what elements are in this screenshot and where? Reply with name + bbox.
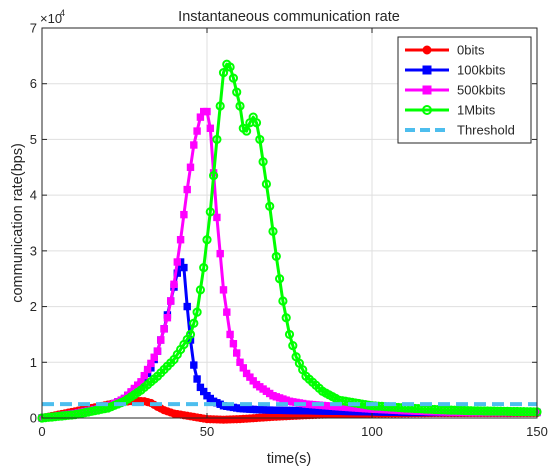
y-tick-label: 3 bbox=[30, 243, 37, 258]
data-point bbox=[229, 340, 238, 348]
data-point bbox=[160, 325, 168, 333]
data-point bbox=[212, 134, 222, 145]
data-point bbox=[199, 262, 209, 273]
data-point bbox=[189, 318, 199, 328]
data-point bbox=[261, 179, 271, 189]
data-point bbox=[216, 249, 224, 258]
x-axis-label: time(s) bbox=[267, 451, 311, 467]
y-tick-label: 0 bbox=[30, 411, 37, 426]
data-point bbox=[202, 235, 212, 245]
y-tick-label: 7 bbox=[30, 21, 37, 36]
data-point bbox=[271, 251, 281, 262]
chart-title: Instantaneous communication rate bbox=[178, 9, 400, 25]
data-point bbox=[167, 297, 175, 305]
data-point bbox=[192, 307, 202, 317]
data-point bbox=[147, 359, 155, 368]
legend-label: 500kbits bbox=[457, 83, 506, 98]
data-point bbox=[213, 213, 221, 222]
legend-item: 500kbits bbox=[405, 83, 506, 98]
data-point bbox=[143, 365, 152, 374]
data-point bbox=[284, 329, 295, 340]
data-point bbox=[235, 101, 245, 111]
y-ticks: 0 1 2 3 4 5 6 7 bbox=[30, 21, 537, 426]
data-point bbox=[180, 263, 188, 272]
data-point bbox=[223, 308, 231, 316]
y-tick-label: 6 bbox=[30, 76, 37, 91]
data-point bbox=[206, 124, 215, 132]
data-point bbox=[278, 296, 288, 306]
data-point bbox=[232, 87, 242, 97]
data-point bbox=[209, 171, 219, 181]
data-point bbox=[205, 207, 215, 217]
data-point bbox=[185, 329, 196, 340]
data-point bbox=[203, 107, 211, 116]
data-point bbox=[225, 62, 235, 72]
data-point bbox=[170, 280, 178, 288]
data-point bbox=[228, 73, 238, 83]
data-point bbox=[288, 340, 298, 351]
y-exponent-power: 4 bbox=[60, 8, 65, 18]
legend-label: Threshold bbox=[457, 123, 515, 138]
data-point bbox=[180, 210, 188, 219]
x-tick-label: 0 bbox=[38, 424, 45, 439]
legend-item: 0bits bbox=[405, 43, 485, 58]
data-point bbox=[422, 85, 432, 95]
data-point bbox=[215, 101, 225, 111]
data-point bbox=[157, 336, 165, 344]
data-point bbox=[176, 236, 185, 244]
y-tick-label: 1 bbox=[30, 355, 37, 370]
y-exponent-base: ×10 bbox=[40, 11, 62, 26]
data-point bbox=[258, 157, 268, 167]
data-point bbox=[193, 127, 201, 135]
plot-frame bbox=[41, 27, 538, 419]
legend-item: Threshold bbox=[405, 123, 515, 138]
legend-item: 1Mbits bbox=[405, 103, 496, 118]
y-exponent: ×10 4 bbox=[40, 8, 65, 26]
data-point bbox=[219, 286, 228, 294]
data-point bbox=[226, 330, 234, 339]
x-ticks: 0 50 100 150 bbox=[38, 28, 548, 439]
data-point bbox=[183, 302, 191, 311]
data-point bbox=[150, 353, 158, 361]
y-tick-label: 4 bbox=[30, 188, 37, 203]
x-tick-label: 50 bbox=[200, 424, 214, 439]
x-tick-label: 100 bbox=[361, 424, 383, 439]
data-point bbox=[186, 163, 195, 171]
x-tick-label: 150 bbox=[526, 424, 548, 439]
data-point bbox=[218, 67, 229, 78]
data-point bbox=[173, 258, 182, 266]
data-point bbox=[265, 201, 275, 211]
data-point bbox=[255, 134, 265, 145]
legend-label: 100kbits bbox=[457, 63, 506, 78]
data-point bbox=[183, 185, 191, 194]
legend-label: 0bits bbox=[457, 43, 485, 58]
data-point bbox=[190, 361, 198, 369]
legend-label: 1Mbits bbox=[457, 103, 496, 118]
data-point bbox=[275, 274, 285, 284]
y-tick-label: 2 bbox=[30, 299, 37, 314]
legend: 0bits 100kbits 500kbits 1Mbits Threshold bbox=[397, 36, 532, 144]
data-point bbox=[422, 65, 432, 75]
legend-item: 100kbits bbox=[405, 63, 506, 78]
data-point bbox=[268, 226, 278, 236]
data-point bbox=[422, 45, 432, 55]
data-point bbox=[242, 126, 252, 136]
data-point bbox=[195, 285, 205, 295]
data-point bbox=[193, 375, 201, 383]
data-point bbox=[281, 313, 291, 323]
y-axis-label: communication rate(bps) bbox=[10, 143, 26, 303]
data-point bbox=[153, 347, 162, 355]
data-point bbox=[190, 141, 198, 149]
data-point bbox=[163, 314, 172, 322]
y-tick-label: 5 bbox=[30, 132, 37, 147]
data-point bbox=[251, 118, 262, 128]
data-point bbox=[233, 349, 241, 357]
data-point bbox=[422, 105, 432, 115]
data-point bbox=[140, 371, 149, 380]
